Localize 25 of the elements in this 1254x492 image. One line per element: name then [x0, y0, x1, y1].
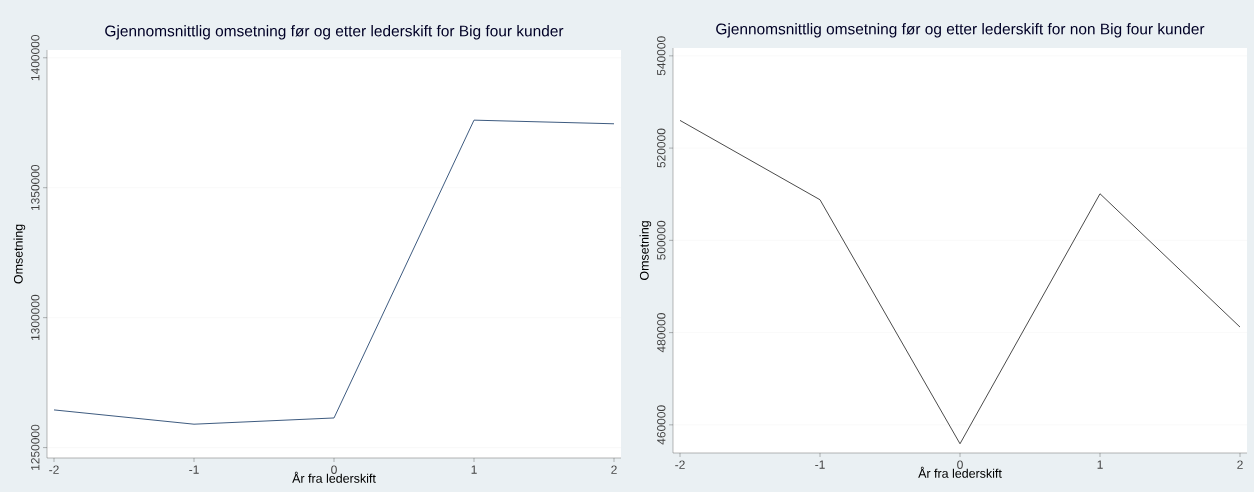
x-tick-label: 1: [1097, 460, 1103, 469]
y-tick-label: 1350000: [31, 164, 40, 211]
y-tick-label: 480000: [657, 313, 666, 353]
chart-title: Gjennomsnittlig omsetning før og etter lederskift for non Big four kunder: [716, 23, 1205, 38]
x-tick-label: 1: [471, 465, 477, 474]
y-tick-label: 1250000: [31, 424, 40, 470]
x-tick-label: 2: [1237, 460, 1243, 469]
y-tick-label: 1400000: [31, 34, 40, 81]
x-tick-label: 0: [331, 465, 337, 474]
y-tick-label: 540000: [657, 36, 666, 76]
x-tick-label: 2: [611, 465, 617, 474]
chart-title: Gjennomsnittlig omsetning før og etter lederskift for Big four kunder: [105, 25, 564, 40]
line-series: [679, 119, 1241, 445]
x-tick-label: -2: [675, 460, 685, 469]
line-series: [53, 119, 615, 425]
x-tick-label: -1: [815, 460, 825, 469]
y-tick-label: 500000: [657, 220, 666, 260]
x-tick-label: -1: [189, 465, 199, 474]
y-axis-title: Omsetning: [639, 221, 652, 280]
y-tick-label: 520000: [657, 128, 666, 168]
y-axis-title: Omsetning: [13, 224, 26, 284]
x-tick-label: 0: [957, 460, 963, 469]
y-tick-label: 1300000: [31, 294, 40, 341]
y-tick-label: 460000: [657, 405, 666, 445]
x-tick-label: -2: [49, 465, 59, 474]
